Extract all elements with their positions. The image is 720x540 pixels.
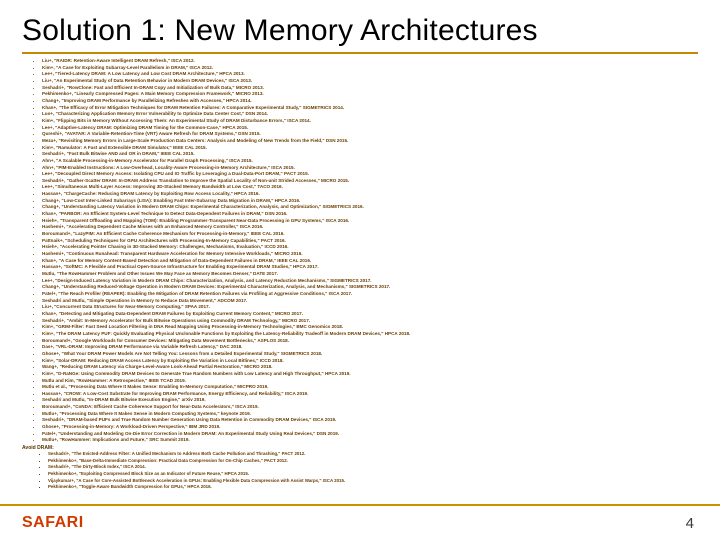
reference-item: Liu+, "An Experimental Study of Data Ret… [42,78,698,85]
reference-item: Kim+, "D-RaNGe: Using Commodity DRAM Dev… [42,371,698,378]
reference-item: Meza+, "Revisiting Memory Errors in Larg… [42,138,698,145]
avoid-dram-item: Seshadri+, "The Evicted-Address Filter: … [48,451,698,458]
avoid-dram-list: Seshadri+, "The Evicted-Address Filter: … [22,451,698,491]
slide: Solution 1: New Memory Architectures Liu… [0,0,720,540]
avoid-dram-item: Pekhimenko+, "Exploiting Compressed Bloc… [48,471,698,478]
reference-item: Liu+, "RAIDR: Retention-Aware Intelligen… [42,58,698,65]
reference-item: Hassan+, "ChargeCache: Reducing DRAM Lat… [42,191,698,198]
reference-item: Ghose+, "Processing-in-Memory: A Workloa… [42,424,698,431]
reference-item: Khan+, "PARBOR: An Efficient System-Leve… [42,211,698,218]
reference-item: Hassan+, "SoftMC: A Flexible and Practic… [42,264,698,271]
reference-item: Ghose+, "What Your DRAM Power Models Are… [42,351,698,358]
reference-item: Das+, "VRL-DRAM: Improving DRAM Performa… [42,344,698,351]
reference-item: Mutlu et al., "Processing Data Where It … [42,384,698,391]
reference-item: Qureshi+, "AVATAR: A Variable-Retention-… [42,131,698,138]
reference-item: Chang+, "Low-Cost Inter-Linked Subarrays… [42,198,698,205]
reference-item: Kim+, "A Case for Exploiting Subarray-Le… [42,65,698,72]
reference-item: Kim+, "Ramulator: A Fast and Extensible … [42,145,698,152]
reference-item: Lee+, "Simultaneous Multi-Layer Access: … [42,184,698,191]
reference-item: Lee+, "Decoupled Direct Memory Access: I… [42,171,698,178]
reference-item: Lee+, "Adaptive-Latency DRAM: Optimizing… [42,125,698,132]
reference-item: Boroumand+, "CoNDA: Efficient Cache Cohe… [42,404,698,411]
reference-item: Hassan+, "CROW: A Low-Cost Substrate for… [42,391,698,398]
reference-item: Boroumand+, "LazyPIM: An Efficient Cache… [42,231,698,238]
reference-item: Luo+, "Characterizing Application Memory… [42,111,698,118]
reference-item: Pekhimenko+, "Linearly Compressed Pages:… [42,91,698,98]
slide-title: Solution 1: New Memory Architectures [22,14,698,54]
reference-item: Mutlu and Kim, "RowHammer: A Retrospecti… [42,378,698,385]
reference-item: Wang+, "Reducing DRAM Latency via Charge… [42,364,698,371]
reference-item: Hashemi+, "Accelerating Dependent Cache … [42,224,698,231]
reference-item: Mutlu+, "Processing Data Where It Makes … [42,411,698,418]
avoid-dram-item: Seshadri+, "The Dirty-Block Index," ISCA… [48,464,698,471]
footer-bar: SAFARI 4 [0,504,720,540]
avoid-dram-item: Pekhimenko+, "Toggle-Aware Bandwidth Com… [48,484,698,491]
reference-item: Hsieh+, "Accelerating Pointer Chasing in… [42,244,698,251]
reference-list: Liu+, "RAIDR: Retention-Aware Intelligen… [22,58,698,444]
reference-item: Hashemi+, "Continuous Runahead: Transpar… [42,251,698,258]
reference-item: Seshadri+, "RowClone: Fast and Efficient… [42,85,698,92]
reference-item: Patel+, "Understanding and Modeling On-D… [42,431,698,438]
reference-item: Kim+, "Solar-DRAM: Reducing DRAM Access … [42,358,698,365]
avoid-dram-item: Vijaykumar+, "A Case for Core-Assisted B… [48,478,698,485]
reference-item: Boroumand+, "Google Workloads for Consum… [42,338,698,345]
reference-item: Seshadri+, "Fast Bulk Bitwise AND and OR… [42,151,698,158]
reference-item: Lee+, "Tiered-Latency DRAM: A Low Latenc… [42,71,698,78]
reference-item: Kim+, "The DRAM Latency PUF: Quickly Eva… [42,331,698,338]
safari-logo: SAFARI [22,514,84,532]
reference-item: Kim+, "GRIM-Filter: Fast Seed Location F… [42,324,698,331]
reference-item: Mutlu, "The RowHammer Problem and Other … [42,271,698,278]
reference-item: Chang+, "Improving DRAM Performance by P… [42,98,698,105]
reference-item: Seshadri+, "Ambit: In-Memory Accelerator… [42,318,698,325]
reference-item: Chang+, "Understanding Latency Variation… [42,204,698,211]
reference-item: Liu+, "Concurrent Data Structures for Ne… [42,304,698,311]
reference-item: Seshadri+, "Gather-Scatter DRAM: In-DRAM… [42,178,698,185]
avoid-dram-item: Pekhimenko+, "Base-Delta-Immediate Compr… [48,458,698,465]
reference-item: Kim+, "Flipping Bits in Memory Without A… [42,118,698,125]
reference-item: Ahn+, "A Scalable Processing-in-Memory A… [42,158,698,165]
reference-item: Pattnaik+, "Scheduling Techniques for GP… [42,238,698,245]
reference-item: Khan+, "A Case for Memory Content-Based … [42,258,698,265]
reference-item: Ahn+, "PIM-Enabled Instructions: A Low-O… [42,165,698,172]
reference-item: Lee+, "Design-Induced Latency Variation … [42,278,698,285]
reference-item: Mutlu+, "RowHammer: Implications and Fut… [42,437,698,444]
reference-item: Seshadri and Mutlu, "Simple Operations i… [42,298,698,305]
reference-item: Patel+, "The Reach Profiler (REAPER): En… [42,291,698,298]
reference-item: Khan+, "The Efficacy of Error Mitigation… [42,105,698,112]
reference-item: Chang+, "Understanding Reduced-Voltage O… [42,284,698,291]
reference-item: Seshadri and Mutlu, "In-DRAM Bulk Bitwis… [42,397,698,404]
reference-item: Seshadri+, "DRAM-based PUFs and True Ran… [42,417,698,424]
reference-item: Hsieh+, "Transparent Offloading and Mapp… [42,218,698,225]
page-number: 4 [686,515,694,532]
reference-item: Khan+, "Detecting and Mitigating Data-De… [42,311,698,318]
